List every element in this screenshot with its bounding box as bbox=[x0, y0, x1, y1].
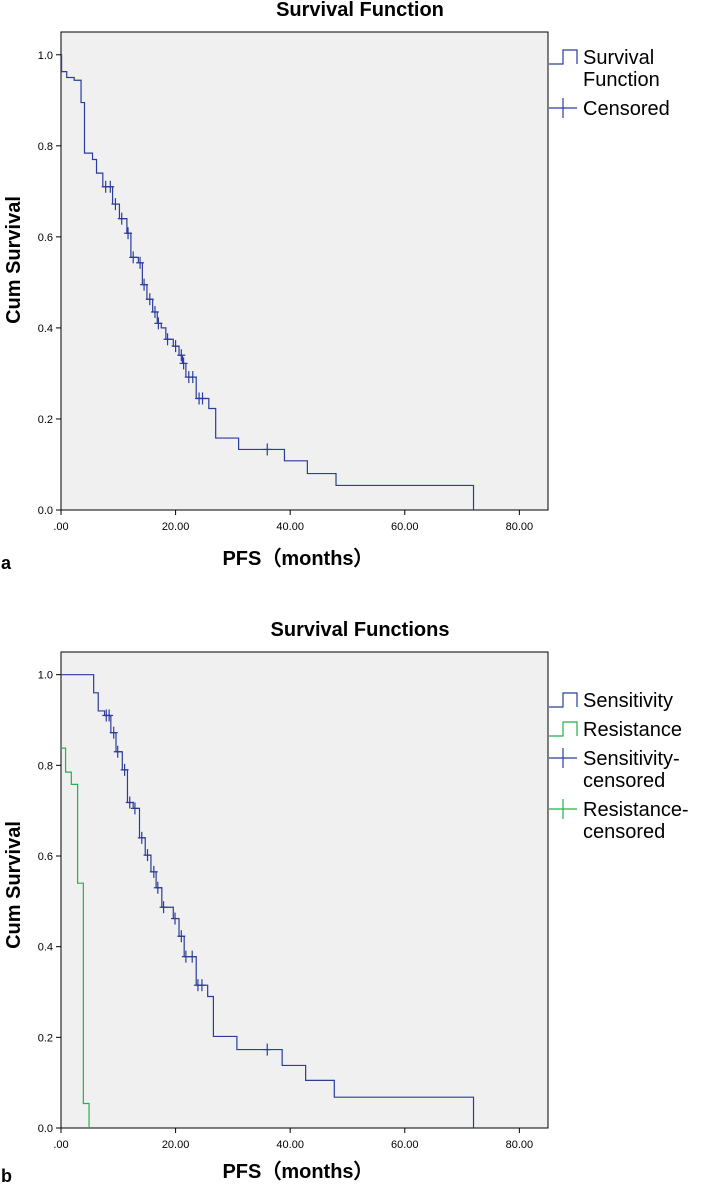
censor-mark bbox=[145, 293, 154, 306]
x-axis-title: PFS（months） bbox=[222, 1160, 373, 1183]
y-tick-label: 0.0 bbox=[38, 1123, 53, 1135]
legend-swatch bbox=[549, 692, 578, 708]
censor-mark bbox=[179, 357, 188, 370]
x-tick-label: 20.00 bbox=[162, 1139, 190, 1151]
legend-item: Sensitivity bbox=[549, 690, 673, 712]
censor-mark bbox=[198, 392, 207, 405]
x-tick-label: 60.00 bbox=[391, 1139, 419, 1151]
censor-mark bbox=[111, 198, 120, 211]
chart-title: Survival Function bbox=[276, 0, 444, 21]
x-tick-label: 60.00 bbox=[391, 521, 419, 533]
y-tick-label: 0.6 bbox=[38, 232, 53, 244]
panel-label: a bbox=[1, 553, 12, 573]
plot-area: 0.0 0.2 0.4 0.6 0.8 1.0 .00 20.00 40.00 60.00 80.0… bbox=[38, 31, 549, 533]
censor-mark bbox=[136, 256, 145, 269]
censor-mark bbox=[159, 901, 168, 914]
censor-mark bbox=[125, 796, 134, 809]
y-axis-title: Cum Survival bbox=[3, 821, 25, 949]
censor-mark bbox=[109, 726, 118, 739]
legend-item: Sensitivity-censored bbox=[549, 748, 680, 792]
y-tick-label: 0.2 bbox=[38, 414, 53, 426]
y-tick-label: 0.0 bbox=[38, 505, 53, 517]
x-tick-label: .00 bbox=[53, 521, 68, 533]
legend-swatch bbox=[549, 799, 577, 819]
censor-mark bbox=[105, 709, 114, 722]
survival-step-line bbox=[61, 747, 90, 1128]
legend-label: Resistance bbox=[583, 719, 682, 741]
censor-mark bbox=[149, 865, 158, 878]
legend-swatch bbox=[549, 49, 578, 65]
y-tick-label: 1.0 bbox=[38, 670, 53, 682]
censor-mark bbox=[120, 763, 129, 776]
x-tick-label: 80.00 bbox=[506, 521, 534, 533]
legend-label: Sensitivity bbox=[583, 690, 673, 712]
censor-mark bbox=[140, 278, 149, 291]
censor-mark bbox=[117, 212, 126, 225]
x-tick-label: 80.00 bbox=[506, 1139, 534, 1151]
y-tick-label: 0.8 bbox=[38, 760, 53, 772]
x-tick-label: 40.00 bbox=[276, 1139, 304, 1151]
x-tick-label: 20.00 bbox=[162, 521, 190, 533]
censor-mark bbox=[106, 180, 115, 193]
panel-label: b bbox=[1, 1166, 12, 1186]
censor-mark bbox=[154, 317, 163, 330]
censor-mark bbox=[188, 950, 197, 963]
censor-mark bbox=[150, 305, 159, 318]
legend-label: Resistance-censored bbox=[583, 799, 689, 843]
censor-mark bbox=[163, 333, 172, 346]
x-axis-title: PFS（months） bbox=[222, 547, 373, 570]
x-tick-label: .00 bbox=[53, 1139, 68, 1151]
y-tick-label: 1.0 bbox=[38, 50, 53, 62]
x-tick-label: 40.00 bbox=[276, 521, 304, 533]
censor-mark bbox=[177, 349, 186, 362]
censor-mark bbox=[171, 912, 180, 925]
y-tick-label: 0.8 bbox=[38, 141, 53, 153]
panel-a: Survival Function Cum Survival PFS（month… bbox=[1, 0, 670, 573]
chart-title: Survival Functions bbox=[271, 619, 450, 641]
legend-label: Censored bbox=[583, 98, 670, 120]
legend-swatch bbox=[549, 98, 577, 118]
plot-area: 0.0 0.2 0.4 0.6 0.8 1.0 .00 20.00 40.00 60.00 80.0… bbox=[38, 651, 549, 1151]
plot-background bbox=[60, 651, 549, 1129]
y-axis-title: Cum Survival bbox=[3, 196, 25, 324]
legend: Survival Function Censored bbox=[549, 47, 670, 120]
y-tick-label: 0.2 bbox=[38, 1032, 53, 1044]
censor-mark bbox=[153, 881, 162, 894]
y-tick-label: 0.4 bbox=[38, 942, 53, 954]
legend-swatch bbox=[549, 748, 577, 768]
censor-mark bbox=[143, 849, 152, 862]
censor-mark bbox=[263, 443, 272, 456]
censor-mark bbox=[124, 227, 133, 240]
censor-mark bbox=[263, 1043, 272, 1056]
y-tick-label: 0.4 bbox=[38, 323, 53, 335]
legend-label: Sensitivity-censored bbox=[583, 748, 680, 792]
legend-swatch bbox=[549, 721, 578, 737]
legend-item: Censored bbox=[549, 98, 670, 120]
legend-label: Survival Function bbox=[583, 47, 660, 91]
legend-item: Resistance bbox=[549, 719, 682, 741]
censor-mark bbox=[129, 251, 138, 264]
survival-step-line bbox=[60, 54, 475, 510]
censor-mark bbox=[171, 340, 180, 353]
legend-item: Resistance-censored bbox=[549, 799, 689, 843]
censor-mark bbox=[177, 930, 186, 943]
legend-item: Survival Function bbox=[549, 47, 660, 91]
censor-mark bbox=[188, 371, 197, 384]
censor-mark bbox=[197, 979, 206, 992]
censor-mark bbox=[113, 745, 122, 758]
censor-mark bbox=[130, 802, 139, 815]
plot-background bbox=[60, 31, 549, 511]
panel-b: Survival Functions Cum Survival PFS（mont… bbox=[1, 619, 689, 1186]
legend: Sensitivity Resistance Sensitivity-censore… bbox=[549, 690, 689, 843]
y-tick-label: 0.6 bbox=[38, 851, 53, 863]
censor-mark bbox=[137, 831, 146, 844]
